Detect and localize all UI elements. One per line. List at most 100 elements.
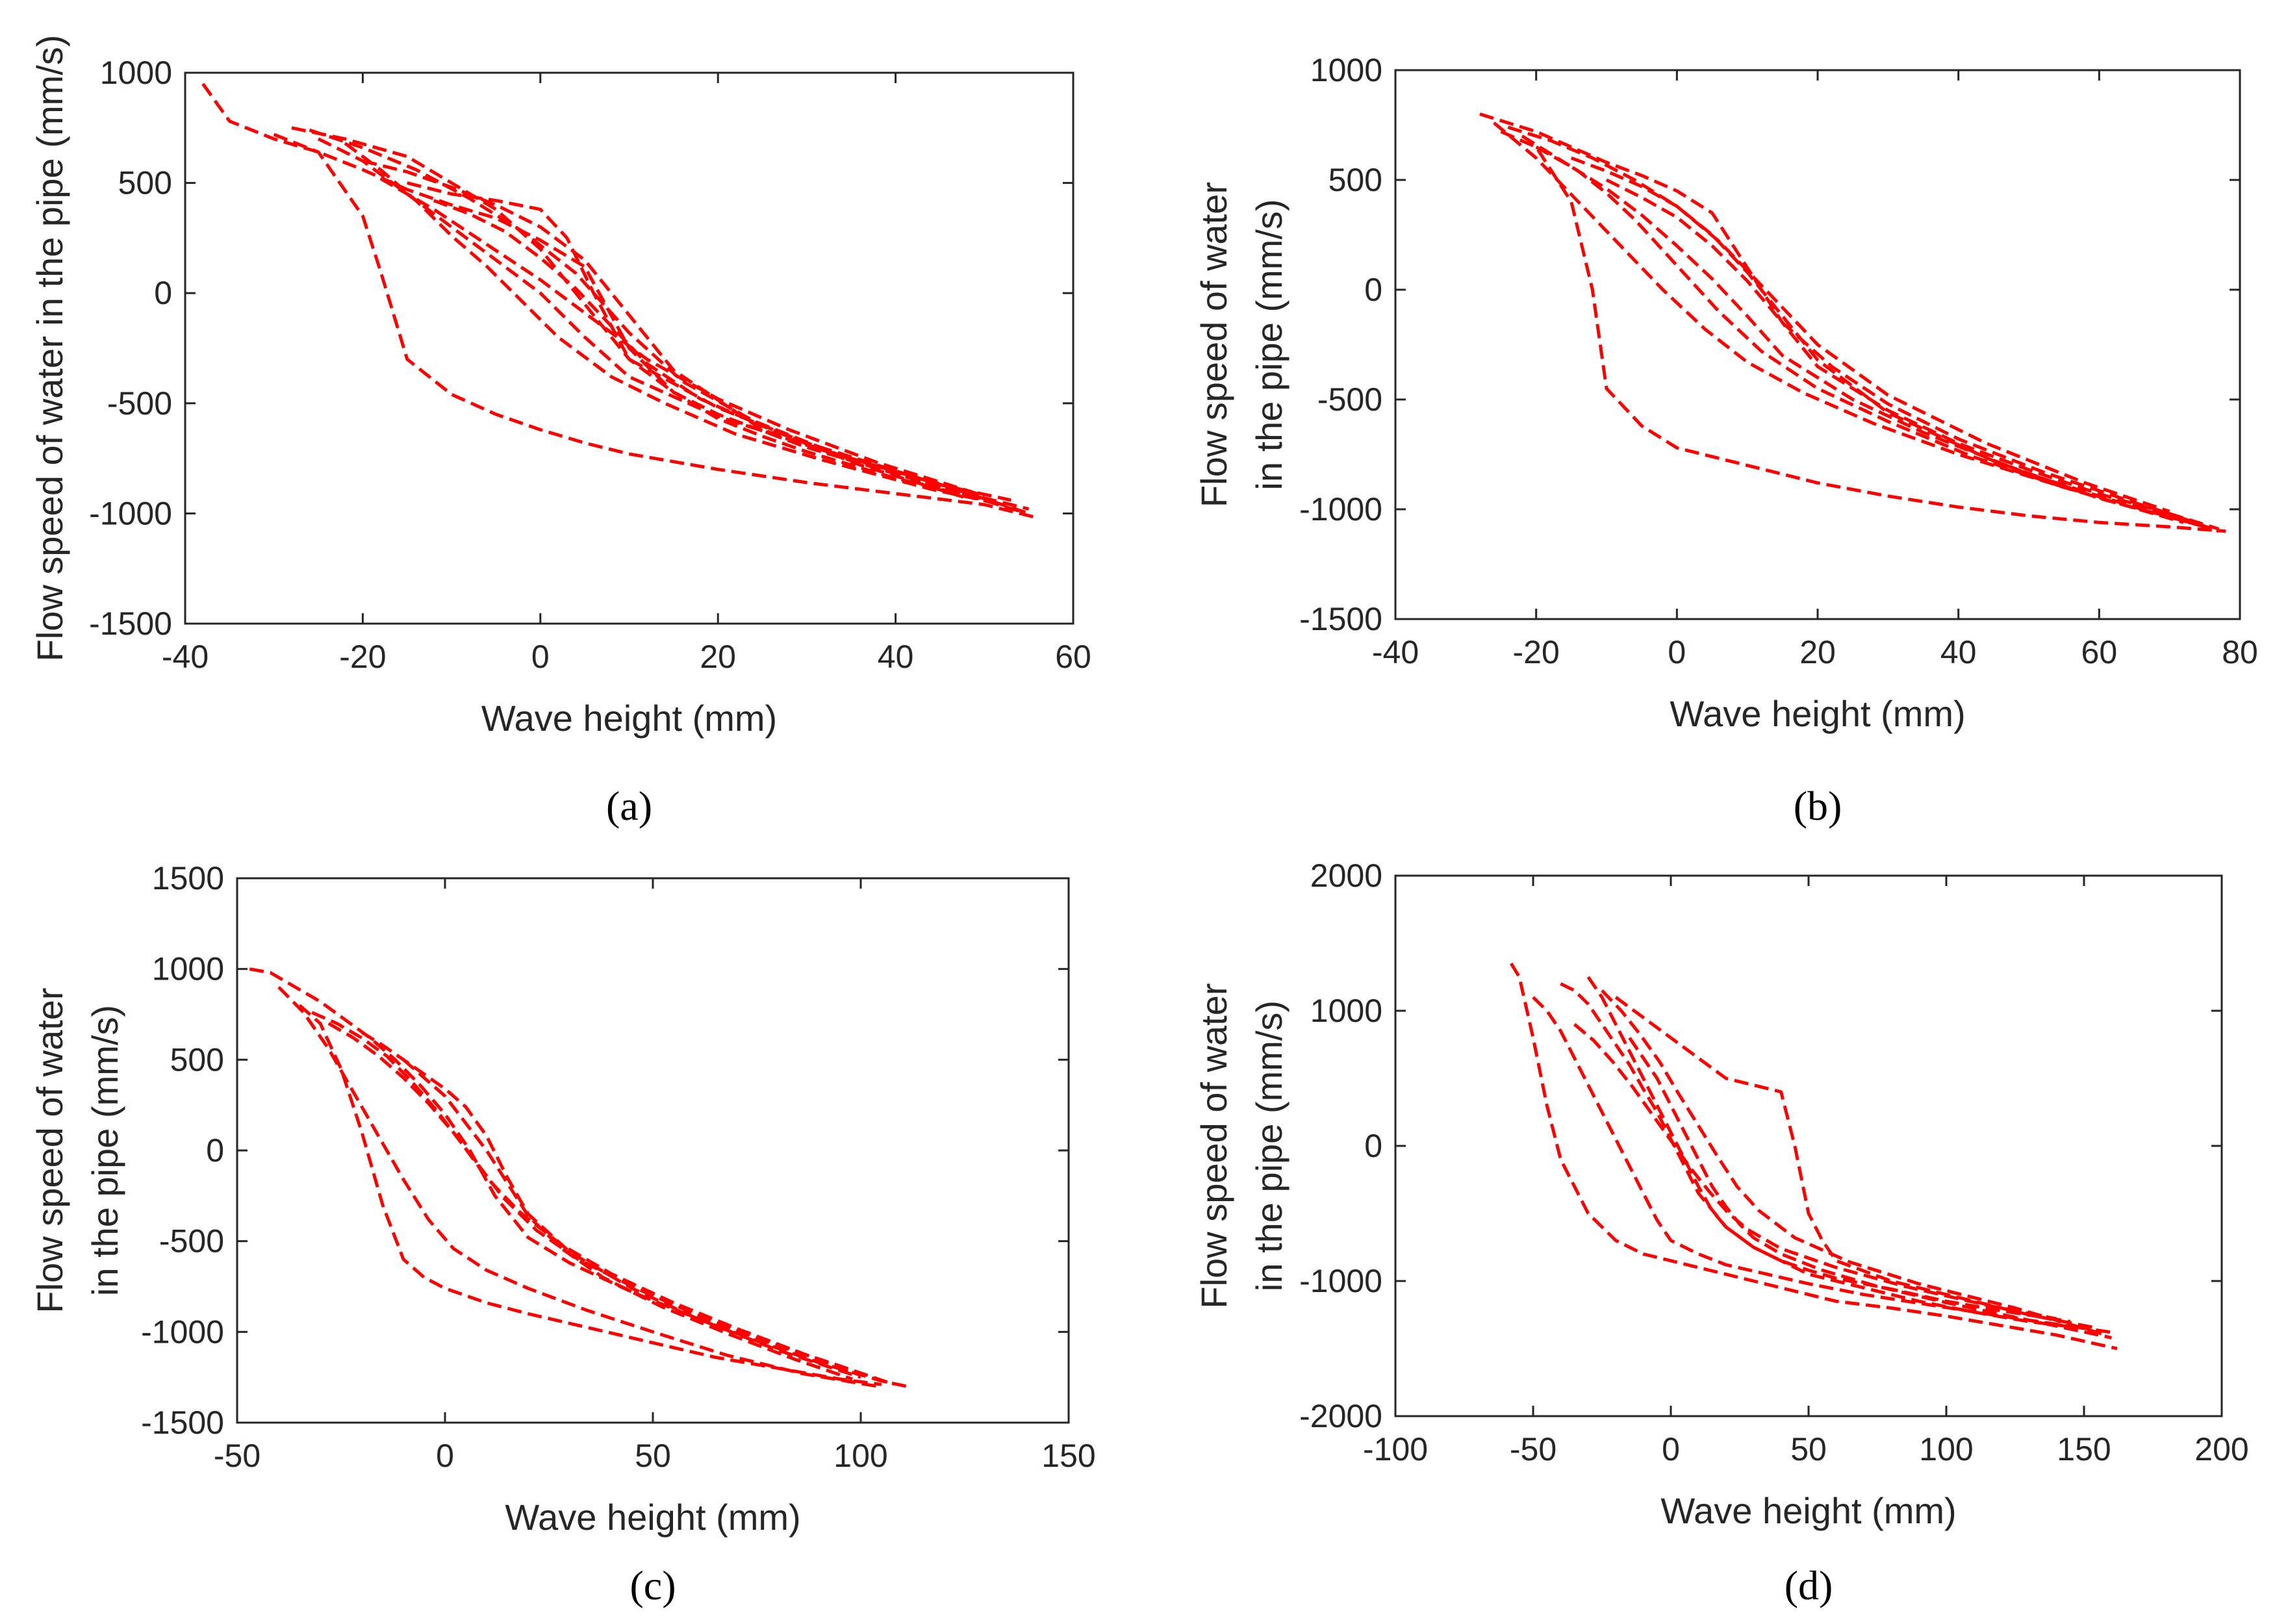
x-tick-label: -50 (1510, 1431, 1557, 1467)
chart-panel-c: -50 0 50 100 150-1500-1000-500050010001500Wa… (29, 860, 1096, 1608)
series-line-8 (1601, 989, 2107, 1337)
x-tick-label: -50 (214, 1438, 261, 1474)
series-line-8 (433, 199, 967, 500)
series-line-7 (344, 142, 994, 504)
series-line-5 (361, 1031, 861, 1379)
series-line-2 (298, 1004, 882, 1386)
series-line-5 (1532, 996, 2085, 1330)
series-line-5 (362, 159, 1021, 513)
series-line-8 (1507, 125, 2170, 513)
series-line-2 (273, 133, 1038, 520)
panel-caption: (d) (1785, 1562, 1833, 1608)
y-axis-label: Flow speed of water in the pipe (mm/s) (29, 35, 70, 662)
y-tick-label: 0 (1364, 272, 1382, 308)
x-tick-label: 0 (436, 1438, 454, 1474)
y-tick-label: -500 (107, 385, 172, 422)
x-tick-label: 50 (1790, 1431, 1827, 1467)
x-tick-label: 0 (1668, 634, 1686, 670)
y-tick-label: 1500 (152, 860, 224, 896)
series-group (201, 82, 1038, 520)
y-tick-label: 500 (1328, 162, 1382, 198)
y-axis-label: Flow speed of water (1193, 983, 1234, 1308)
y-tick-label: 1000 (1310, 52, 1382, 88)
y-tick-label: -1000 (89, 495, 172, 531)
x-tick-label: -20 (1513, 634, 1560, 670)
x-axis-label: Wave height (mm) (481, 698, 777, 739)
y-tick-label: 1000 (152, 951, 224, 987)
series-line-7 (1573, 1022, 2057, 1321)
x-tick-label: -100 (1363, 1431, 1428, 1467)
x-tick-label: 20 (1799, 634, 1836, 670)
y-tick-label: -1000 (141, 1313, 224, 1350)
x-tick-label: 100 (833, 1438, 887, 1474)
x-tick-label: 60 (2081, 634, 2118, 670)
series-line-7 (402, 1058, 854, 1381)
series-line-7 (1605, 178, 2220, 531)
chart-panel-d: -100 -50 0 50 100 150 200 -2000 -1000 0 1000 2000 Wa… (1193, 857, 2249, 1608)
axes-frame (236, 877, 1070, 1424)
y-axis-label: in the pipe (mm/s) (84, 1005, 125, 1296)
y-axis-label: in the pipe (mm/s) (1249, 1000, 1290, 1291)
series-line-6 (1628, 1037, 2112, 1339)
y-tick-label: 0 (206, 1132, 224, 1169)
series-line-4 (317, 137, 985, 498)
x-tick-label: 150 (1041, 1438, 1095, 1474)
y-tick-label: -1500 (89, 605, 172, 642)
panel-caption: (c) (629, 1562, 676, 1608)
y-tick-label: -2000 (1299, 1398, 1382, 1434)
x-tick-label: -40 (162, 639, 209, 675)
y-tick-label: 500 (170, 1041, 224, 1078)
series-line-5 (1570, 156, 2198, 527)
x-tick-label: 50 (635, 1438, 671, 1474)
x-tick-label: 0 (1662, 1431, 1680, 1467)
series-line-3 (311, 1011, 861, 1377)
series-group (1509, 962, 2118, 1351)
y-tick-label: 1000 (1310, 993, 1382, 1029)
x-tick-label: 20 (700, 639, 736, 675)
y-tick-label: 0 (154, 275, 172, 311)
series-line-1 (201, 82, 1030, 511)
x-tick-label: 100 (1919, 1431, 1973, 1467)
series-line-1 (1479, 112, 2220, 533)
y-axis-label: in the pipe (mm/s) (1249, 199, 1290, 490)
y-axis-label: Flow speed of water (29, 987, 70, 1313)
chart-panel-a: -40 -20 0 20 40 60 -1500 -1000 -500 0 500 1000 Wave … (29, 35, 1091, 829)
axes-frame (184, 71, 1074, 625)
series-group (249, 967, 907, 1388)
y-tick-label: 2000 (1310, 857, 1382, 894)
x-tick-label: -40 (1372, 634, 1419, 670)
series-line-4 (327, 1022, 895, 1386)
series-line-6 (1493, 121, 2185, 524)
panel-caption: (b) (1794, 783, 1842, 829)
panel-caption: (a) (606, 783, 652, 829)
x-tick-label: 0 (531, 639, 550, 675)
series-line-4 (1535, 146, 2205, 529)
x-tick-label: 80 (2222, 634, 2258, 670)
series-line-3 (1521, 134, 2213, 531)
x-tick-label: 150 (2057, 1431, 2111, 1467)
series-group (1479, 112, 2226, 533)
series-line-1 (249, 967, 907, 1388)
x-tick-label: 40 (878, 639, 914, 675)
series-line-6 (407, 181, 1011, 502)
y-tick-label: 0 (1364, 1128, 1382, 1164)
y-tick-label: 500 (118, 165, 172, 201)
y-axis-label: Flow speed of water (1193, 182, 1234, 507)
series-line-10 (379, 177, 985, 498)
series-line-2 (1500, 130, 2226, 533)
y-tick-label: -1500 (141, 1404, 224, 1441)
x-tick-label: 40 (1940, 634, 1977, 670)
x-tick-label: 60 (1055, 639, 1091, 675)
chart-panel-b: -40 -20 0 20 40 60 80 -1500 -1000 -500 0 500 1000 Wav… (1193, 52, 2258, 829)
x-tick-label: -20 (339, 639, 386, 675)
x-axis-label: Wave height (mm) (1670, 693, 1965, 734)
x-axis-label: Wave height (mm) (1660, 1490, 1956, 1531)
y-tick-label: -1000 (1299, 491, 1382, 527)
series-line-1 (1509, 962, 2118, 1351)
series-line-6 (277, 985, 878, 1388)
series-line-9 (309, 128, 1030, 515)
y-tick-label: -500 (1317, 381, 1382, 418)
y-tick-label: 1000 (100, 55, 172, 91)
